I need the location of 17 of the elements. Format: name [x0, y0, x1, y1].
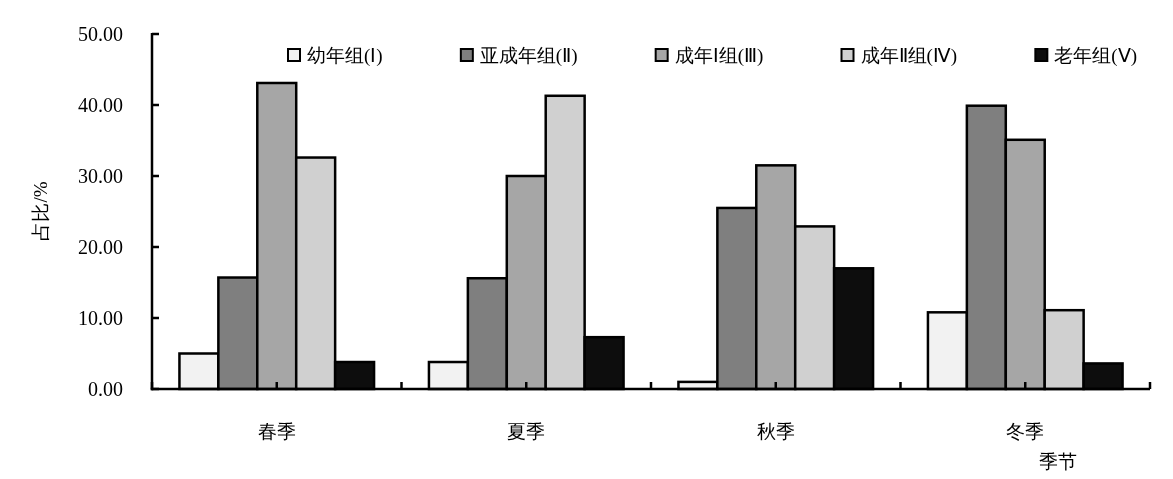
x-tick-label: 秋季	[756, 421, 795, 442]
y-tick-label: 0.00	[88, 378, 123, 400]
y-tick-label: 40.00	[78, 94, 123, 116]
x-tick-label: 夏季	[507, 421, 546, 442]
x-tick-label: 冬季	[1006, 421, 1045, 442]
legend-label: 亚成年组(Ⅱ)	[479, 45, 578, 67]
legend-label: 成年Ⅱ组(Ⅳ)	[860, 45, 958, 67]
y-axis-title: 占比/%	[30, 181, 51, 241]
legend-label: 老年组(Ⅴ)	[1054, 45, 1137, 67]
legend-label: 幼年组(Ⅰ)	[307, 45, 383, 67]
y-tick-label: 10.00	[78, 307, 123, 329]
legend-label: 成年Ⅰ组(Ⅲ)	[674, 45, 764, 67]
y-tick-label: 50.00	[78, 23, 123, 45]
y-tick-label: 30.00	[78, 165, 123, 187]
x-tick-label: 春季	[257, 421, 296, 442]
x-axis-title: 季节	[1039, 451, 1077, 472]
y-tick-label: 20.00	[78, 236, 123, 258]
